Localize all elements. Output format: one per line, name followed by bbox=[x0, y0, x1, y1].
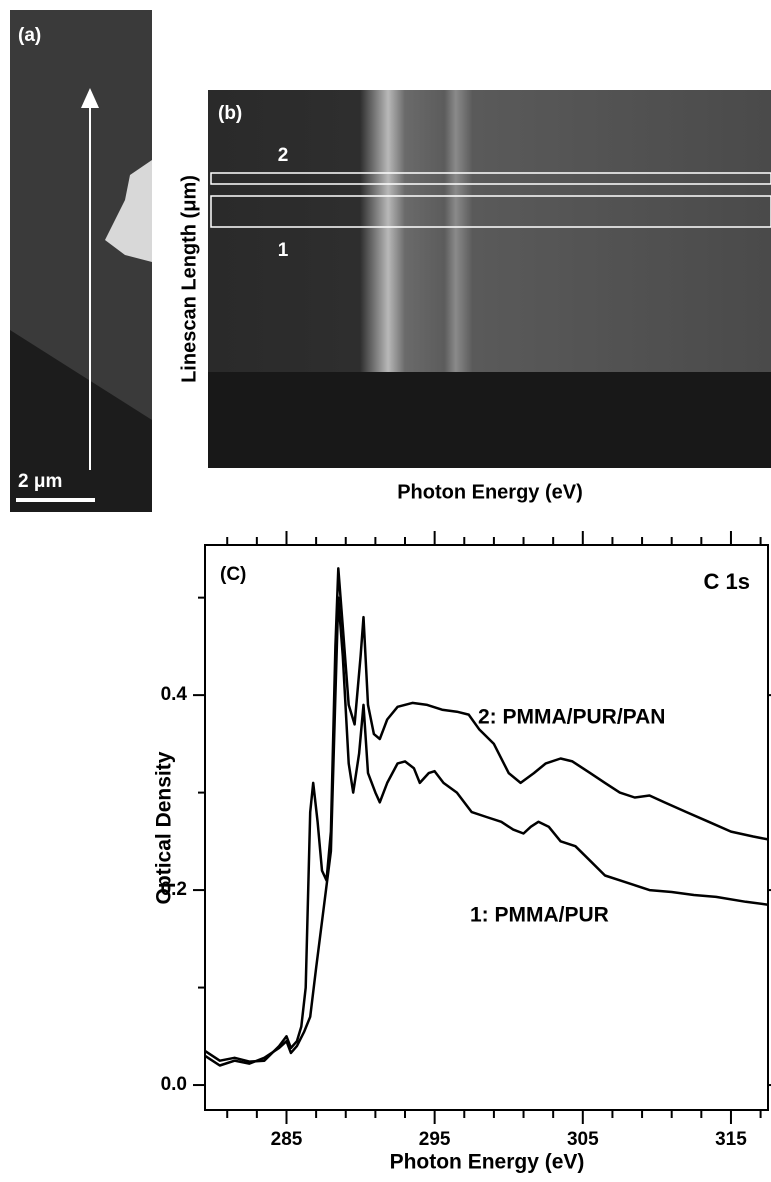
y-axis-label: Linescan Length (μm) bbox=[178, 175, 200, 383]
panel-c: (C) C 1s Optical Density Photon Energy (… bbox=[153, 531, 771, 1174]
region-box bbox=[210, 195, 771, 228]
bright-feature bbox=[105, 160, 152, 262]
y-tick-label: 0.2 bbox=[161, 879, 187, 900]
panel-label: (a) bbox=[18, 25, 41, 46]
y-tick-label: 0.4 bbox=[161, 684, 188, 705]
x-tick-label: 305 bbox=[567, 1129, 599, 1150]
x-tick-label: 295 bbox=[419, 1129, 451, 1150]
panel-a: (a) 2 μm bbox=[10, 10, 152, 512]
x-tick-label: 285 bbox=[271, 1129, 303, 1150]
spectrum-line bbox=[204, 567, 769, 1063]
box-label: 1 bbox=[278, 240, 289, 261]
x-axis-label: Photon Energy (eV) bbox=[390, 1151, 585, 1174]
panel-label: (C) bbox=[220, 564, 246, 585]
region-box bbox=[210, 172, 771, 185]
substrate-region bbox=[10, 330, 152, 512]
chart-title: C 1s bbox=[704, 569, 750, 594]
series-label: 1: PMMA/PUR bbox=[470, 904, 609, 927]
arrow-head bbox=[81, 88, 99, 108]
panel-b: (b) 2 1 Linescan Length (μm) Photon Ener… bbox=[178, 90, 771, 503]
series-label: 2: PMMA/PUR/PAN bbox=[478, 706, 665, 729]
y-axis-label: Optical Density bbox=[153, 751, 176, 904]
plot-frame bbox=[204, 544, 769, 1111]
box-label: 2 bbox=[278, 145, 289, 166]
x-tick-label: 315 bbox=[715, 1129, 747, 1150]
x-axis-label: Photon Energy (eV) bbox=[397, 481, 583, 503]
panel-label: (b) bbox=[218, 103, 242, 124]
scale-label: 2 μm bbox=[18, 471, 62, 492]
substrate-region bbox=[208, 372, 771, 468]
y-tick-label: 0.0 bbox=[161, 1074, 187, 1095]
spectrum-line bbox=[204, 596, 769, 1067]
